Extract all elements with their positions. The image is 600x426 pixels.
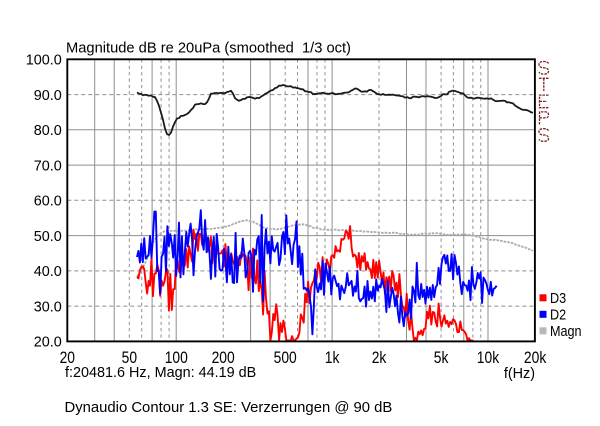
svg-text:Magnitude dB re 20uPa (smoothe: Magnitude dB re 20uPa (smoothed 1/3 oct) <box>66 40 351 56</box>
svg-text:90.0: 90.0 <box>34 88 62 104</box>
svg-text:f:20481.6 Hz, Magn: 44.19 dB: f:20481.6 Hz, Magn: 44.19 dB <box>65 365 256 381</box>
svg-text:30.0: 30.0 <box>34 299 62 315</box>
svg-text:10k: 10k <box>477 349 500 367</box>
svg-text:500: 500 <box>274 349 297 367</box>
svg-text:D2: D2 <box>550 307 566 323</box>
svg-text:40.0: 40.0 <box>34 264 62 280</box>
svg-text:50: 50 <box>122 349 137 367</box>
svg-text:f(Hz): f(Hz) <box>504 366 535 382</box>
svg-text:20: 20 <box>60 349 75 367</box>
svg-text:Dynaudio Contour 1.3 SE: Verze: Dynaudio Contour 1.3 SE: Verzerrungen @ … <box>65 400 393 416</box>
svg-text:1k: 1k <box>325 349 340 367</box>
svg-text:2k: 2k <box>372 349 387 367</box>
svg-text:20.0: 20.0 <box>34 335 62 351</box>
svg-text:D3: D3 <box>550 290 566 306</box>
svg-text:200: 200 <box>212 349 235 367</box>
svg-text:20k: 20k <box>524 349 547 367</box>
svg-text:100.0: 100.0 <box>26 53 62 69</box>
svg-text:60.0: 60.0 <box>34 194 62 210</box>
svg-text:50.0: 50.0 <box>34 229 62 245</box>
svg-text:100: 100 <box>165 349 188 367</box>
svg-text:5k: 5k <box>434 349 449 367</box>
svg-text:Magn: Magn <box>550 323 582 339</box>
svg-text:70.0: 70.0 <box>34 158 62 174</box>
svg-text:80.0: 80.0 <box>34 123 62 139</box>
